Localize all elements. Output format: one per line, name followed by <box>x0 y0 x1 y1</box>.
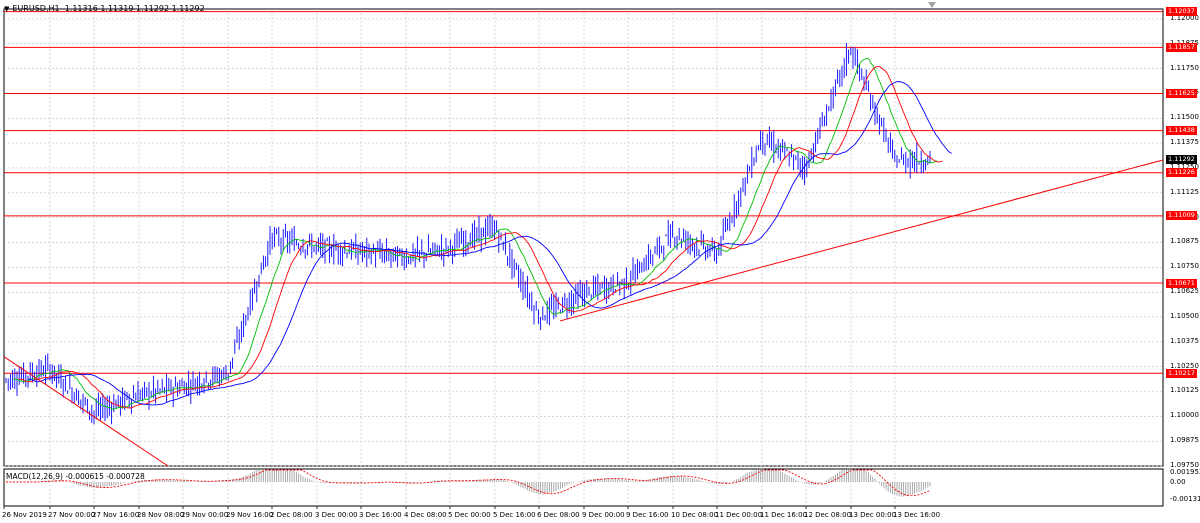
price-axis-label: 1.09875 <box>1170 436 1199 445</box>
price-axis-label: 1.11875 <box>1170 39 1199 47</box>
time-axis-label: 3 Dec 16:00 <box>359 511 402 519</box>
price-axis-label: 1.11250 <box>1170 162 1199 171</box>
level-price-tag: 1.10217 <box>1166 368 1197 378</box>
level-price-tag: 1.11857 <box>1166 42 1197 52</box>
time-axis-label: 29 Nov 16:00 <box>226 511 274 519</box>
level-price-tag: 1.11009 <box>1166 211 1197 221</box>
time-axis-label: 26 Nov 2019 <box>2 511 47 519</box>
macd-signal-line <box>6 469 931 497</box>
time-axis-label: 11 Dec 00:00 <box>715 511 763 519</box>
ma-slow-line <box>27 81 952 406</box>
price-axis-label: 1.10250 <box>1170 361 1199 370</box>
price-axis-label: 1.11750 <box>1170 63 1199 72</box>
time-axis-label: 5 Dec 00:00 <box>448 511 491 519</box>
time-axis-label: 4 Dec 08:00 <box>404 511 447 519</box>
time-axis-label: 5 Dec 16:00 <box>493 511 536 519</box>
level-price-tag: 1.10671 <box>1166 278 1197 288</box>
ma-fast-line <box>13 57 938 410</box>
macd-axis-label: 0.001953 <box>1170 468 1200 476</box>
ohlc-values: 1.11316 1.11319 1.11292 1.11292 <box>64 4 205 13</box>
time-axis-label: 9 Dec 16:00 <box>626 511 669 519</box>
current-price-tag: 1.11292 <box>1166 155 1197 165</box>
price-axis-label: 1.12000 <box>1170 13 1199 22</box>
trend-line-falling <box>3 356 169 467</box>
price-axis-label: 1.11500 <box>1170 113 1199 122</box>
time-axis-label: 12 Dec 08:00 <box>804 511 852 519</box>
price-axis-label: 1.10875 <box>1170 237 1199 246</box>
time-axis-label: 27 Nov 16:00 <box>92 511 140 519</box>
time-axis-label: 13 Dec 16:00 <box>893 511 941 519</box>
price-axis-label: 1.11125 <box>1170 187 1199 196</box>
time-axis-label: 11 Dec 16:00 <box>760 511 808 519</box>
ma-mid-line <box>18 66 943 409</box>
level-price-tag: 1.11438 <box>1166 126 1197 136</box>
macd-axis-label: -0.001318 <box>1170 495 1200 503</box>
macd-label: MACD(12,26,9) -0.000615 -0.000728 <box>6 472 145 481</box>
time-axis-label: 29 Nov 00:00 <box>181 511 229 519</box>
chart-title: ▼ EURUSD,H1 1.11316 1.11319 1.11292 1.112… <box>4 2 205 16</box>
price-axis-label: 1.10750 <box>1170 262 1199 271</box>
level-price-tag: 1.12037 <box>1166 7 1197 17</box>
trend-line-rising <box>559 159 1164 322</box>
time-axis-label: 27 Nov 00:00 <box>48 511 96 519</box>
price-axis-label: 1.11375 <box>1170 138 1199 147</box>
time-axis-label: 3 Dec 00:00 <box>315 511 358 519</box>
main-pane-frame <box>3 8 1164 467</box>
price-axis-label: 1.10625 <box>1170 287 1199 296</box>
time-axis-label: 2 Dec 08:00 <box>270 511 313 519</box>
macd-axis-label: 0.00 <box>1170 478 1186 486</box>
time-axis-label: 6 Dec 08:00 <box>537 511 580 519</box>
macd-pane-frame <box>3 468 1164 507</box>
price-axis-label: 1.09750 <box>1170 461 1199 469</box>
collapse-arrow-icon[interactable]: ▼ <box>4 5 10 13</box>
price-axis-label: 1.10125 <box>1170 386 1199 395</box>
price-axis-label: 1.10500 <box>1170 311 1199 320</box>
price-axis-label: 1.10000 <box>1170 411 1199 420</box>
time-axis-label: 13 Dec 00:00 <box>849 511 897 519</box>
time-axis-label: 10 Dec 08:00 <box>671 511 719 519</box>
price-axis-label: 1.10375 <box>1170 336 1199 345</box>
level-price-tag: 1.11226 <box>1166 168 1197 178</box>
time-axis-label: 9 Dec 00:00 <box>582 511 625 519</box>
level-price-tag: 1.11625 <box>1166 88 1197 98</box>
time-axis-label: 28 Nov 08:00 <box>137 511 185 519</box>
chart-shift-marker-icon[interactable] <box>928 2 936 8</box>
symbol-label: EURUSD,H1 <box>12 4 60 13</box>
